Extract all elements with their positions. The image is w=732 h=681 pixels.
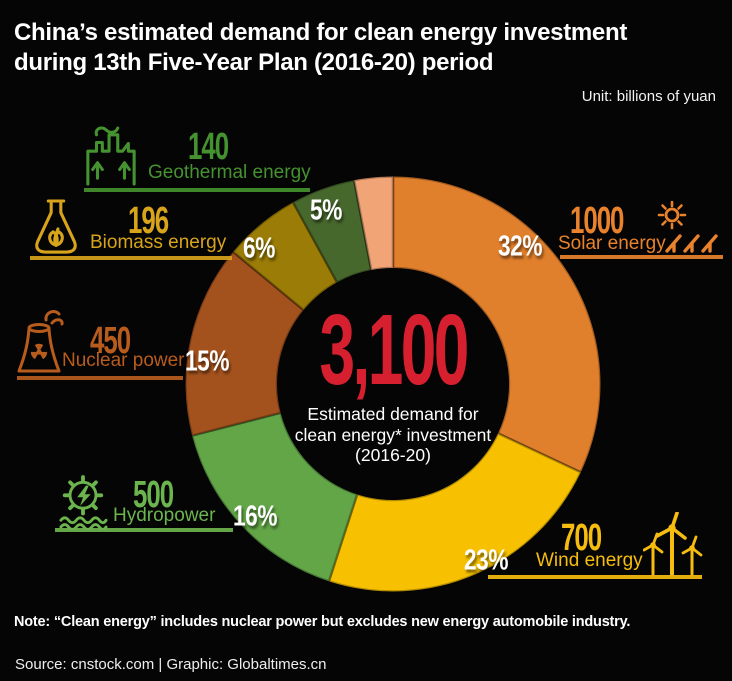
- desc-line-2: clean energy* investment: [294, 424, 492, 445]
- hydro-label: Hydropower: [113, 505, 216, 526]
- donut-segment-nuclear: [184, 250, 305, 437]
- hydro-value: 500: [133, 474, 174, 516]
- footnote: Note: “Clean energy” includes nuclear po…: [14, 614, 631, 630]
- geothermal-underline: [84, 188, 310, 192]
- nuclear-underline: [17, 376, 183, 380]
- callout-biomass: 196 Biomass energy: [28, 196, 234, 262]
- radiation-trefoil: [30, 343, 48, 360]
- percent-label-solar: 32%: [497, 230, 543, 263]
- total-description: Estimated demand for clean energy* inves…: [233, 404, 553, 466]
- donut-segment-other: [352, 175, 395, 272]
- wind-label: Wind energy: [536, 550, 643, 571]
- page-title: China’s estimated demand for clean energ…: [14, 18, 674, 78]
- callout-geothermal: 140 Geothermal energy: [84, 126, 314, 194]
- hydropower-gear-icon: [59, 475, 108, 530]
- biomass-label: Biomass energy: [90, 232, 227, 253]
- percent-label-nuclear: 15%: [184, 345, 230, 378]
- title-line-1: China’s estimated demand for clean energ…: [14, 19, 628, 46]
- donut-svg: [184, 175, 602, 593]
- donut-segment-wind: [327, 432, 582, 593]
- solar-panels-icon: [665, 234, 718, 253]
- nuclear-value: 450: [90, 320, 131, 362]
- nuclear-tower-icon: [17, 310, 64, 373]
- donut-chart: [184, 175, 602, 593]
- percent-label-biomass: 6%: [243, 232, 275, 265]
- geothermal-label: Geothermal energy: [148, 162, 311, 183]
- sun-icon: [657, 200, 687, 230]
- biomass-flask-icon: [35, 199, 77, 254]
- percent-label-hydro: 16%: [232, 500, 278, 533]
- desc-line-1: Estimated demand for: [307, 404, 479, 424]
- donut-segment-solar: [391, 175, 602, 474]
- biomass-value: 196: [128, 200, 169, 242]
- geothermal-value: 140: [188, 126, 229, 168]
- wind-underline: [488, 575, 702, 579]
- desc-line-3: (2016-20): [355, 445, 431, 466]
- wind-value: 700: [561, 517, 602, 559]
- callout-hydro: 500 Hydropower: [55, 470, 235, 532]
- callout-wind: 700 Wind energy: [488, 512, 704, 580]
- percent-label-wind: 23%: [463, 544, 509, 577]
- wind-turbines-icon: [643, 512, 703, 576]
- chart-center-block: 3,100 Estimated demand for clean energy*…: [233, 300, 553, 466]
- donut-segment-hydro: [190, 411, 359, 583]
- callout-solar: 1000 Solar energy: [556, 196, 724, 260]
- title-line-2: during 13th Five-Year Plan (2016-20) per…: [14, 49, 494, 77]
- hydro-underline: [55, 528, 233, 532]
- solar-underline: [560, 255, 723, 259]
- nuclear-label: Nuclear power: [62, 350, 185, 371]
- callout-nuclear: 450 Nuclear power: [16, 308, 186, 382]
- geothermal-plant-icon: [86, 126, 136, 186]
- total-value: 3,100: [319, 294, 469, 406]
- solar-value: 1000: [570, 200, 624, 242]
- source-line: Source: cnstock.com | Graphic: Globaltim…: [15, 656, 327, 673]
- unit-label: Unit: billions of yuan: [581, 88, 716, 105]
- solar-label: Solar energy: [558, 233, 666, 254]
- biomass-underline: [30, 256, 232, 260]
- percent-label-geothermal: 5%: [310, 194, 342, 227]
